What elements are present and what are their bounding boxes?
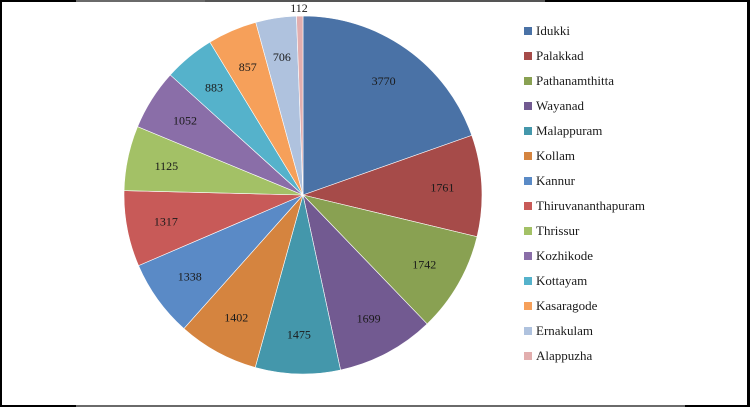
legend-label: Palakkad [536, 47, 584, 63]
legend-item: Malappuram [524, 118, 645, 143]
data-label: 1742 [412, 257, 436, 271]
legend-swatch-icon [524, 101, 532, 110]
legend-swatch-icon [524, 151, 532, 160]
data-label: 1338 [178, 270, 202, 284]
legend-item: Kasaragode [524, 293, 645, 318]
legend-item: Thiruvananthapuram [524, 193, 645, 218]
legend-swatch-icon [524, 301, 532, 310]
legend-swatch-icon [524, 176, 532, 185]
legend-label: Kottayam [536, 272, 588, 288]
legend-label: Alappuzha [536, 347, 593, 363]
legend-swatch-icon [524, 276, 532, 285]
legend-swatch-icon [524, 251, 532, 260]
legend-item: Kannur [524, 168, 645, 193]
data-label: 1475 [287, 328, 311, 342]
legend-item: Kottayam [524, 268, 645, 293]
legend-swatch-icon [524, 326, 532, 335]
data-label: 1125 [155, 159, 179, 173]
frame-border [0, 405, 76, 407]
legend-label: Thiruvananthapuram [536, 197, 646, 213]
legend-label: Wayanad [536, 97, 585, 113]
legend-label: Kollam [536, 147, 575, 163]
legend-item: Kollam [524, 143, 645, 168]
data-label: 1402 [224, 311, 248, 325]
chart-legend: Idukki Palakkad Pathanamthitta Wayanad Malap… [524, 18, 645, 368]
data-label: 1317 [154, 215, 178, 229]
data-label: 706 [273, 50, 291, 64]
data-label: 1052 [173, 113, 197, 127]
frame-border [76, 0, 205, 2]
legend-swatch-icon [524, 201, 532, 210]
legend-item: Pathanamthitta [524, 68, 645, 93]
data-label: 3770 [372, 74, 396, 88]
legend-label: Kasaragode [536, 297, 598, 313]
legend-label: Ernakulam [536, 322, 594, 338]
legend-swatch-icon [524, 51, 532, 60]
legend-swatch-icon [524, 351, 532, 360]
legend-label: Kannur [536, 172, 575, 188]
legend-item: Ernakulam [524, 318, 645, 343]
frame-border [0, 0, 76, 2]
frame-border [205, 0, 545, 2]
legend-label: Malappuram [536, 122, 603, 138]
data-label: 857 [239, 60, 257, 74]
legend-swatch-icon [524, 76, 532, 85]
pie-slice-palakkad [301, 134, 483, 238]
legend-swatch-icon [524, 226, 532, 235]
data-label: 883 [205, 80, 223, 94]
legend-swatch-icon [524, 126, 532, 135]
frame-border [685, 405, 750, 407]
legend-label: Idukki [536, 22, 570, 38]
pie-slice-wayanad [302, 194, 428, 371]
legend-label: Kozhikode [536, 247, 594, 263]
data-label: 1699 [357, 311, 381, 325]
legend-item: Idukki [524, 18, 645, 43]
frame-border [747, 0, 750, 407]
legend-label: Pathanamthitta [536, 72, 614, 88]
frame-border [0, 0, 2, 407]
legend-item: Wayanad [524, 93, 645, 118]
legend-item: Kozhikode [524, 243, 645, 268]
legend-label: Thrissur [536, 222, 580, 238]
legend-swatch-icon [524, 26, 532, 35]
legend-item: Palakkad [524, 43, 645, 68]
frame-border [76, 405, 685, 407]
legend-item: Alappuzha [524, 343, 645, 368]
pie-slice-pathanamthitta [302, 194, 478, 325]
pie-slice-alappuzha [296, 15, 304, 196]
frame-border [545, 0, 750, 2]
legend-item: Thrissur [524, 218, 645, 243]
data-label: 1761 [430, 181, 454, 195]
data-label: 112 [290, 1, 308, 15]
